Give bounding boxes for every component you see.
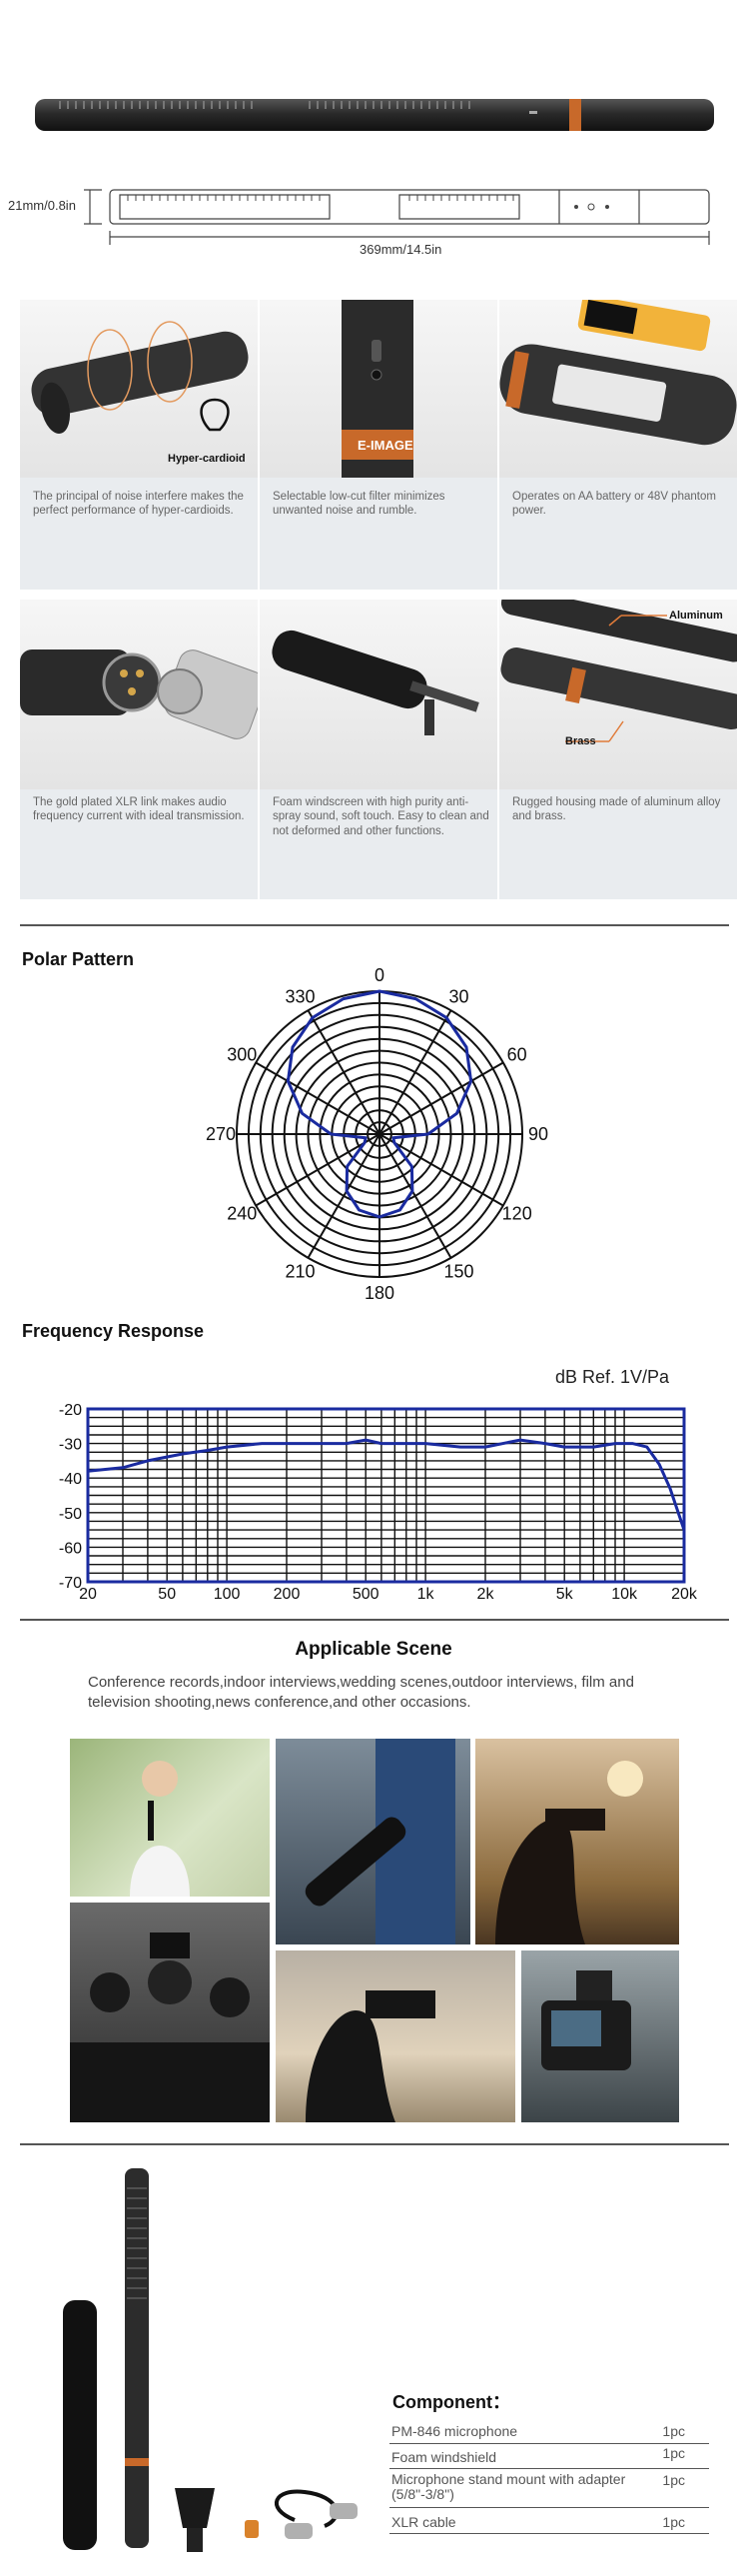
freq-x-tick: 50 (158, 1586, 176, 1599)
polar-spoke (378, 1133, 504, 1207)
freq-response-line (87, 1438, 686, 1531)
material-label-brass: Brass (565, 735, 596, 747)
component-qty: 1pc (662, 2423, 685, 2439)
scene-description: Conference records,indoor interviews,wed… (88, 1674, 634, 1711)
feature-card-hyper-cardioid: Hyper-cardioid The principal of noise in… (20, 300, 258, 590)
polar-angle-label: 270 (206, 1124, 236, 1144)
feature-image (260, 600, 497, 789)
polar-angle-label: 240 (227, 1204, 257, 1224)
scene-photo-dslr (521, 1950, 679, 2122)
feature-caption: Selectable low-cut filter minimizes unwa… (273, 491, 445, 518)
scene-title: Applicable Scene (295, 1639, 452, 1660)
freq-x-tick: 20 (79, 1586, 97, 1599)
polar-response-curve (286, 989, 473, 1219)
freq-y-tick: -20 (59, 1402, 82, 1419)
component-row: Microphone stand mount with adapter (5/8… (389, 2470, 709, 2508)
feature-image: E-IMAGE (260, 300, 497, 478)
polar-angle-label: 90 (528, 1124, 548, 1144)
component-qty: 1pc (662, 2514, 685, 2530)
scene-photo-filming-sunset (475, 1739, 679, 1944)
component-row: PM-846 microphone 1pc (389, 2420, 709, 2444)
component-row: Foam windshield 1pc (389, 2445, 709, 2469)
product-kit-image (63, 2168, 358, 2552)
length-dimension-label: 369mm/14.5in (360, 242, 442, 257)
freq-x-tick: 100 (214, 1586, 241, 1599)
scene-photo-interview (70, 1739, 270, 1897)
component-qty: 1pc (662, 2472, 685, 2488)
feature-caption: The gold plated XLR link makes audio fre… (33, 796, 245, 823)
polar-spoke (378, 1133, 452, 1259)
microphone-side-image (35, 99, 714, 131)
section-divider (20, 1619, 729, 1621)
freq-y-tick: -40 (59, 1471, 82, 1488)
section-divider (20, 924, 729, 926)
polar-spoke (378, 1009, 452, 1135)
freq-x-tick: 10k (611, 1586, 638, 1599)
polar-angle-label: 300 (227, 1045, 257, 1065)
feature-caption: The principal of noise interfere makes t… (33, 491, 244, 518)
scene-photo-reporter (276, 1739, 470, 1944)
freq-x-tick: 500 (353, 1586, 379, 1599)
polar-angle-label: 60 (507, 1045, 527, 1065)
polar-spoke (307, 1133, 380, 1259)
material-label-aluminum: Aluminum (669, 610, 723, 622)
freq-y-tick: -50 (59, 1506, 82, 1523)
section-divider (20, 2143, 729, 2145)
freq-x-tick: 200 (274, 1586, 301, 1599)
component-qty: 1pc (662, 2445, 685, 2461)
component-row: XLR cable 1pc (389, 2510, 709, 2534)
freq-x-tick: 2k (477, 1586, 495, 1599)
polar-angle-label: 120 (502, 1204, 532, 1224)
feature-card-xlr: The gold plated XLR link makes audio fre… (20, 600, 258, 899)
polar-pattern-chart: 0 30 60 90 120 150 180 210 240 270 300 330 (206, 965, 548, 1299)
polar-spoke (255, 1133, 380, 1207)
feature-caption: Foam windscreen with high purity anti-sp… (273, 796, 489, 837)
feature-card-foam: Foam windscreen with high purity anti-sp… (260, 600, 497, 899)
freq-x-tick: 20k (671, 1586, 698, 1599)
component-name: Microphone stand mount with adapter (5/8… (391, 2471, 626, 2503)
feature-image (499, 300, 737, 478)
frequency-response-title: Frequency Response (22, 1321, 205, 1341)
scene-photo-press-conference (70, 1903, 270, 2122)
polar-angle-label: 150 (443, 1262, 473, 1282)
height-dimension-label: 21mm/0.8in (8, 198, 76, 213)
feature-image (20, 600, 258, 789)
polar-angle-label: 30 (448, 986, 468, 1006)
feature-caption: Operates on AA battery or 48V phantom po… (512, 491, 716, 518)
product-hero: 21mm/0.8in 369mm/14.5in (0, 0, 747, 280)
feature-image: Hyper-cardioid (20, 300, 258, 478)
component-name: XLR cable (391, 2514, 456, 2530)
feature-card-power: Operates on AA battery or 48V phantom po… (499, 300, 737, 590)
feature-label-hyper-cardioid: Hyper-cardioid (168, 453, 246, 465)
freq-y-tick: -30 (59, 1437, 82, 1454)
polar-spoke (307, 1009, 380, 1135)
polar-angle-label: 0 (374, 965, 384, 985)
components-title: Component： (392, 2392, 510, 2412)
frequency-ref-label: dB Ref. 1V/Pa (555, 1367, 670, 1387)
polar-pattern-title: Polar Pattern (22, 949, 135, 969)
freq-y-tick: -60 (59, 1540, 82, 1557)
dimension-drawing (84, 189, 710, 245)
feature-card-low-cut: E-IMAGE Selectable low-cut filter minimi… (260, 300, 497, 590)
freq-y-tick: -70 (59, 1575, 82, 1592)
freq-frame (86, 1407, 686, 1584)
polar-angle-label: 180 (365, 1283, 394, 1299)
polar-spoke (378, 1061, 504, 1135)
freq-x-tick: 1k (417, 1586, 435, 1599)
polar-grid (236, 990, 523, 1278)
freq-grid (87, 1408, 685, 1583)
component-name: PM-846 microphone (391, 2423, 518, 2439)
feature-card-housing: Aluminum Brass Rugged housing made of al… (499, 600, 737, 899)
polar-angle-label: 330 (285, 986, 315, 1006)
feature-image: Aluminum Brass (499, 600, 737, 789)
component-name: Foam windshield (391, 2449, 497, 2465)
scene-photo-cameraman (276, 1950, 515, 2122)
polar-angle-label: 210 (285, 1262, 315, 1282)
feature-label-brand: E-IMAGE (358, 438, 413, 453)
feature-caption: Rugged housing made of aluminum alloy an… (512, 796, 721, 823)
freq-x-tick: 5k (556, 1586, 574, 1599)
polar-spoke (255, 1061, 380, 1135)
